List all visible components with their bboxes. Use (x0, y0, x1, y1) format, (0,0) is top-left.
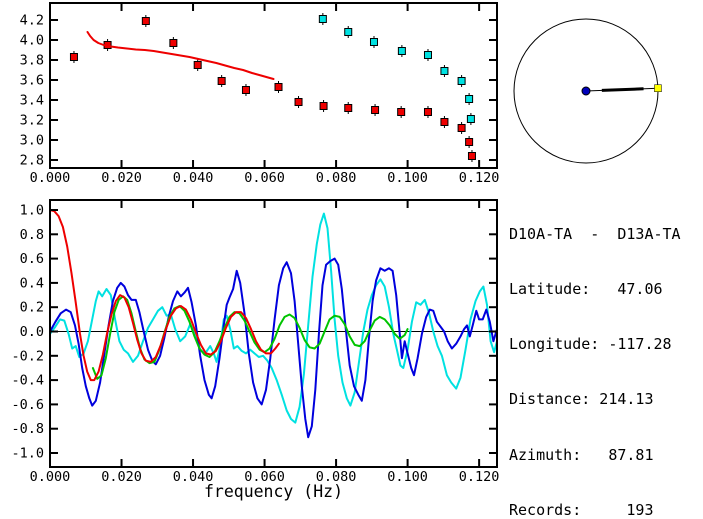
dispersion-red-squares-marker (465, 138, 474, 146)
station-info-panel: D10A-TA - D13A-TA Latitude: 47.06 Longit… (509, 188, 681, 519)
x-tick-label: 0.020 (101, 469, 142, 485)
x-tick-label: 0.100 (387, 469, 428, 485)
dispersion-cyan-squares-marker (466, 115, 475, 123)
correlation-cyan-trace (49, 212, 498, 424)
y-tick-label: 3.6 (20, 73, 44, 89)
dispersion-cyan-squares-marker (369, 38, 378, 46)
latitude-line: Latitude: 47.06 (509, 280, 663, 299)
waveform-plot: 0.000 0.020 0.040 0.060 0.080 0.100 0.120 1.0 0.… (11, 199, 500, 501)
x-tick-label: 0.000 (30, 469, 71, 485)
dispersion-red-squares-marker (241, 86, 250, 94)
dispersion-red-squares-marker (371, 106, 380, 114)
x-tick-label: 0.040 (173, 170, 214, 186)
records-line: Records: 193 (509, 500, 654, 519)
y-tick-label: -0.4 (11, 373, 44, 389)
source-station-dot (581, 86, 591, 96)
dispersion-cyan-squares-marker (465, 95, 474, 103)
x-tick-label: 0.060 (244, 170, 285, 186)
y-tick-label: -0.6 (11, 397, 44, 413)
plot-frame (49, 2, 498, 169)
plot-frame (49, 199, 498, 468)
y-tick-label: 4.2 (20, 13, 44, 29)
dispersion-red-squares-marker (319, 102, 328, 110)
x-tick-label: 0.000 (30, 170, 71, 186)
dispersion-cyan-squares-marker (397, 47, 406, 55)
dispersion-red-squares-marker (193, 61, 202, 69)
x-tick-label: 0.080 (316, 170, 357, 186)
dispersion-cyan-squares-marker (423, 51, 432, 59)
dispersion-plot: 0.000 0.020 0.040 0.060 0.080 0.100 0.120 4.2 4.… (20, 2, 500, 186)
y-tick-label: -0.2 (11, 348, 44, 364)
y-tick-label: 1.0 (20, 202, 44, 218)
y-tick-label: 0.8 (20, 227, 44, 243)
reference-dispersion-curve-trace (86, 31, 275, 80)
target-station-marker (654, 84, 662, 92)
dispersion-red-squares-marker (294, 98, 303, 106)
dispersion-cyan-squares-marker (457, 77, 466, 85)
station-pair-label: D10A-TA - D13A-TA (509, 224, 681, 243)
dispersion-red-squares-marker (69, 53, 78, 61)
longitude-line: Longitude: -117.28 (509, 335, 672, 354)
y-tick-label: -1.0 (11, 446, 44, 462)
x-tick-label: 0.100 (387, 170, 428, 186)
y-tick-label: 3.4 (20, 93, 44, 109)
y-tick-label: -0.8 (11, 421, 44, 437)
x-tick-label: 0.040 (173, 469, 214, 485)
azimuth-dial (513, 18, 662, 164)
correlation-blue-trace (49, 257, 498, 439)
y-tick-label: 3.2 (20, 113, 44, 129)
y-tick-label: 0.4 (20, 275, 44, 291)
x-tick-label: 0.120 (459, 170, 500, 186)
y-tick-label: 0.0 (20, 324, 44, 340)
azimuth-line: Azimuth: 87.81 (509, 445, 654, 464)
azimuth-line-bold-segment (601, 87, 644, 92)
dispersion-plot-area[interactable] (50, 3, 497, 168)
dispersion-cyan-squares-marker (344, 28, 353, 36)
dispersion-red-squares-marker (217, 77, 226, 85)
dispersion-red-squares-marker (423, 108, 432, 116)
y-tick-label: 0.6 (20, 251, 44, 267)
dispersion-red-squares-marker (344, 104, 353, 112)
x-tick-label: 0.060 (244, 469, 285, 485)
dispersion-red-squares-marker (397, 108, 406, 116)
x-tick-label: 0.020 (101, 170, 142, 186)
dispersion-red-squares-marker (440, 118, 449, 126)
dispersion-red-squares-marker (467, 152, 476, 160)
distance-line: Distance: 214.13 (509, 390, 654, 409)
dispersion-red-squares (69, 15, 476, 162)
dispersion-red-squares-marker (457, 124, 466, 132)
y-tick-label: 3.0 (20, 133, 44, 149)
y-tick-label: 2.8 (20, 153, 44, 169)
dispersion-red-squares-marker (141, 17, 150, 25)
dispersion-red-squares-marker (274, 83, 283, 91)
x-tick-label: 0.080 (316, 469, 357, 485)
x-tick-label: 0.120 (459, 469, 500, 485)
dispersion-cyan-squares-marker (318, 15, 327, 23)
x-axis-title: frequency (Hz) (204, 482, 343, 501)
dispersion-cyan-squares-marker (440, 67, 449, 75)
y-tick-label: 4.0 (20, 33, 44, 49)
dispersion-cyan-squares (318, 13, 475, 125)
y-tick-label: 3.8 (20, 53, 44, 69)
dispersion-red-squares-marker (169, 39, 178, 47)
y-tick-label: 0.2 (20, 300, 44, 316)
correlation-red-trace (49, 209, 280, 382)
